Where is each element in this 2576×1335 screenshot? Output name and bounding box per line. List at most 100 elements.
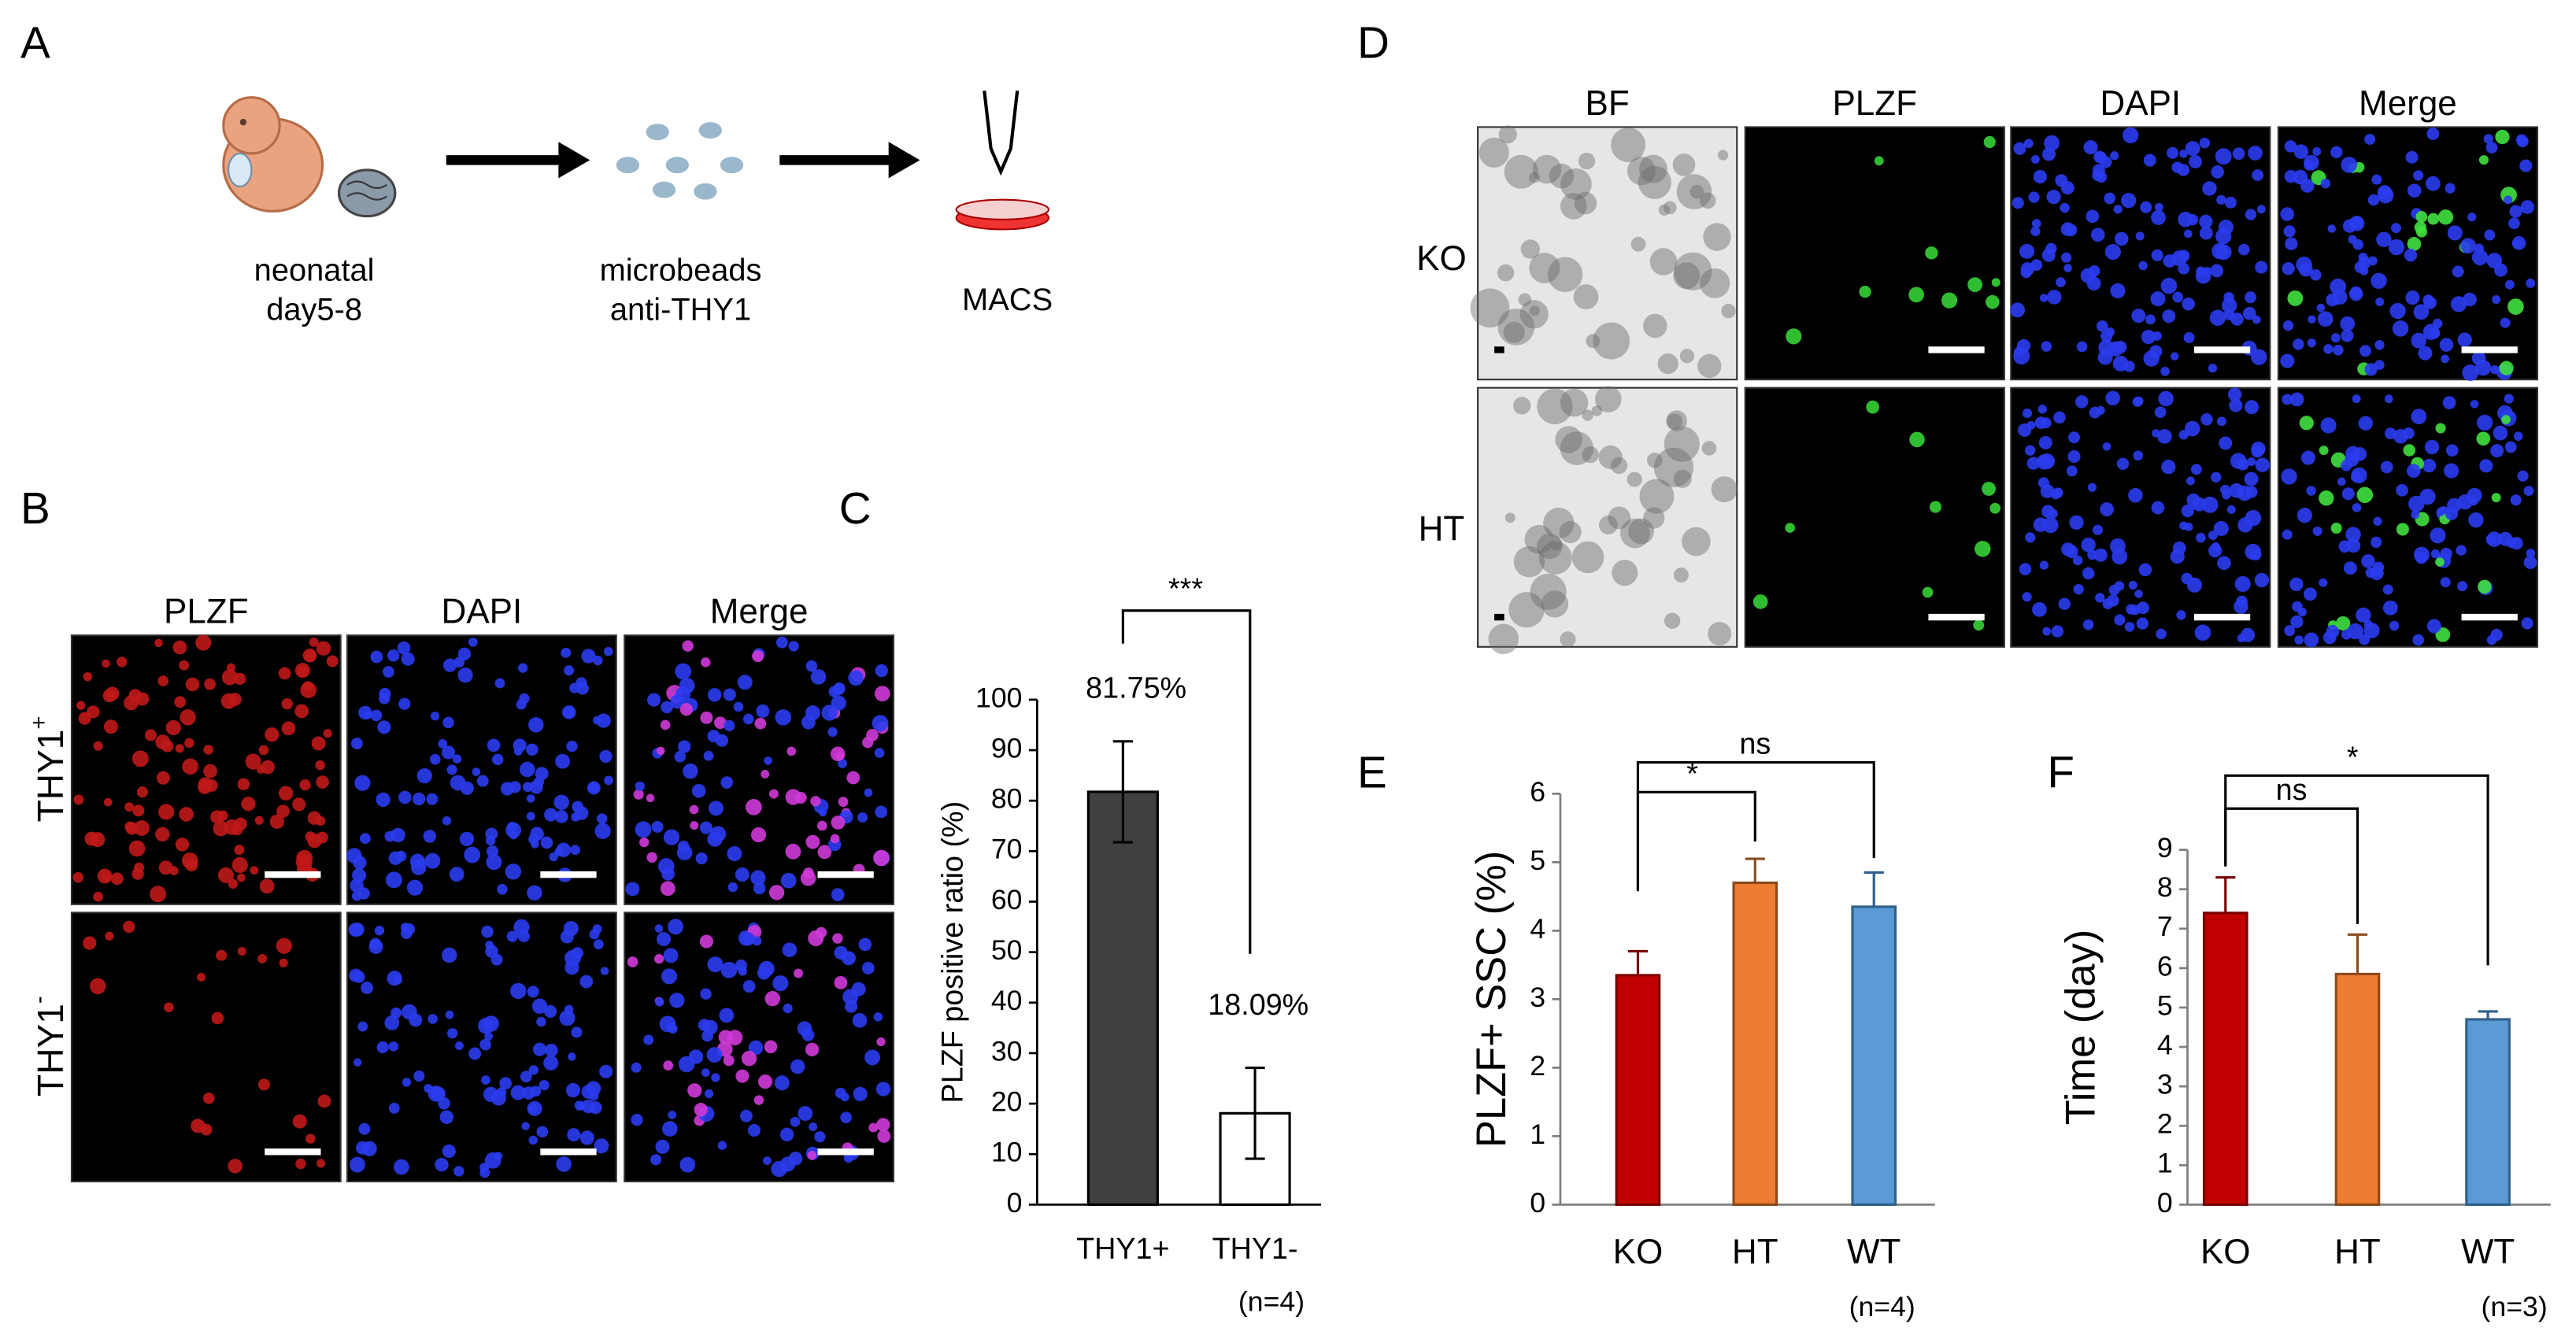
cell	[2437, 209, 2454, 225]
cell	[135, 692, 150, 706]
cell	[97, 868, 113, 884]
cell	[873, 1012, 883, 1022]
y-tick-label: 3	[1530, 982, 1545, 1013]
cell	[2128, 580, 2137, 590]
y-tick-label: 30	[991, 1035, 1023, 1067]
cell	[2186, 476, 2195, 486]
cell	[625, 882, 640, 897]
cell	[359, 833, 371, 845]
micrograph	[624, 634, 895, 905]
cell	[513, 738, 527, 753]
cell	[2012, 197, 2024, 209]
cell	[857, 812, 868, 823]
cell	[2440, 547, 2452, 560]
step-label: day5-8	[266, 293, 362, 327]
cell	[1560, 388, 1589, 417]
cell	[2183, 229, 2193, 239]
row-label: THY1+	[26, 716, 71, 822]
mouse-icon	[222, 96, 324, 213]
cell	[134, 862, 145, 873]
cell	[772, 975, 789, 992]
sample-size-note: (n=4)	[1849, 1291, 1915, 1322]
cell	[509, 830, 518, 840]
cell	[258, 745, 269, 756]
cell	[2154, 406, 2167, 418]
cell	[2282, 529, 2293, 540]
cell	[2038, 436, 2052, 450]
cell	[435, 1157, 449, 1172]
cell	[2223, 292, 2234, 303]
cell	[2249, 549, 2262, 561]
cell	[842, 951, 857, 966]
cell	[2216, 416, 2226, 427]
cell	[134, 820, 150, 836]
cell	[827, 727, 838, 738]
scale-bar	[540, 1148, 597, 1156]
cell	[701, 1030, 713, 1042]
cell	[2371, 272, 2387, 290]
cell	[257, 1078, 270, 1091]
cell	[164, 1002, 174, 1012]
cell	[785, 789, 801, 805]
cell	[2456, 545, 2467, 556]
cell	[2523, 486, 2534, 496]
cell	[439, 1110, 454, 1124]
cell	[484, 1152, 502, 1169]
cell	[124, 821, 135, 833]
cell	[677, 840, 690, 852]
cell	[1620, 518, 1650, 549]
error-bar	[1627, 949, 1649, 975]
cell	[295, 1158, 306, 1170]
cell	[204, 678, 216, 690]
cell	[132, 804, 145, 817]
error-bar	[2347, 933, 2368, 974]
cell	[353, 1058, 362, 1067]
cell	[2086, 209, 2100, 224]
cell	[639, 837, 650, 848]
cell	[2066, 465, 2078, 477]
cell	[651, 820, 664, 833]
cell	[790, 1059, 805, 1074]
cell	[2037, 477, 2049, 489]
cell	[540, 836, 553, 849]
cell	[2032, 602, 2047, 617]
cell	[2128, 488, 2143, 503]
cell	[1673, 262, 1701, 290]
cell	[2215, 148, 2232, 165]
cell	[1697, 353, 1722, 379]
cell	[110, 872, 124, 886]
cell	[2297, 508, 2312, 523]
cell	[2281, 468, 2297, 485]
cell	[1986, 294, 2000, 309]
cell	[848, 670, 864, 686]
cell	[2167, 146, 2179, 159]
cell	[832, 933, 843, 944]
cell	[2391, 223, 2401, 234]
micrograph	[70, 634, 342, 905]
cell	[1922, 586, 1934, 598]
cell	[754, 717, 767, 730]
cell	[182, 758, 198, 775]
micrograph	[2277, 126, 2539, 381]
cell	[410, 860, 427, 875]
cell	[228, 1159, 242, 1174]
cell	[103, 719, 118, 734]
cell	[2063, 264, 2072, 272]
cell	[2470, 400, 2479, 409]
cell	[395, 850, 407, 862]
cell	[2083, 140, 2098, 155]
cell	[520, 761, 535, 778]
cell	[2211, 472, 2222, 483]
cell	[536, 1126, 549, 1138]
cell	[2435, 423, 2446, 434]
cell	[657, 858, 675, 875]
cell	[384, 830, 396, 842]
cell	[724, 719, 735, 731]
cell	[708, 801, 724, 816]
cell	[2407, 183, 2422, 198]
cell	[490, 1090, 506, 1106]
y-tick-label: 4	[1530, 913, 1545, 945]
cell	[2508, 217, 2520, 230]
cell	[599, 749, 613, 764]
cell	[2419, 488, 2436, 505]
